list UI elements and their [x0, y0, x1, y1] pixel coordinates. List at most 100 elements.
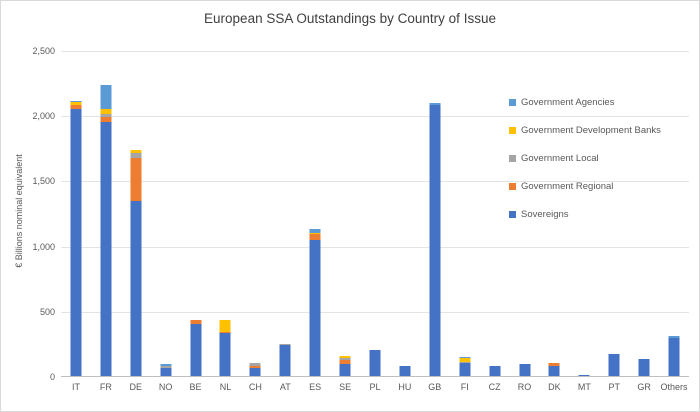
bar-segment-sovereigns	[638, 359, 650, 376]
bar-fr	[100, 85, 112, 376]
bar-segment-sovereigns	[578, 375, 590, 376]
bar-segment-government-regional	[190, 319, 202, 324]
bar-segment-government-local	[249, 363, 261, 366]
bar-segment-sovereigns	[279, 345, 291, 376]
bar-segment-sovereigns	[369, 349, 381, 376]
bar-segment-sovereigns	[548, 365, 560, 376]
bar-segment-sovereigns	[608, 353, 620, 376]
bar-segment-government-local	[279, 344, 291, 346]
legend-label: Government Local	[521, 153, 599, 164]
bar-segment-government-development-banks	[459, 358, 471, 363]
bar-segment-sovereigns	[399, 365, 411, 376]
x-tick-label: RO	[517, 382, 532, 392]
legend-label: Government Agencies	[521, 97, 615, 108]
bar-segment-government-agencies	[668, 336, 680, 339]
gridline	[61, 181, 689, 183]
y-tick-label: 500	[39, 306, 55, 317]
bar-others	[668, 336, 680, 376]
bar-segment-sovereigns	[70, 108, 82, 376]
y-axis-label: € Billions nominal equivalent	[14, 154, 24, 268]
bar-segment-government-development-banks	[100, 108, 112, 114]
bar-se	[339, 356, 351, 376]
bar-segment-government-regional	[70, 104, 82, 109]
chart-title: European SSA Outstandings by Country of …	[204, 11, 496, 26]
bar-segment-government-regional	[249, 365, 261, 369]
bar-segment-government-local	[100, 113, 112, 117]
bar-fi	[459, 357, 471, 376]
bar-it	[70, 100, 82, 376]
bar-segment-sovereigns	[429, 104, 441, 376]
x-tick-label: PL	[369, 382, 381, 392]
bar-es	[309, 228, 321, 376]
legend-item: Government Agencies	[509, 97, 661, 108]
bar-segment-government-agencies	[100, 85, 112, 109]
bar-segment-sovereigns	[459, 362, 471, 376]
bar-segment-government-development-banks	[130, 150, 142, 154]
legend-item: Government Local	[509, 153, 661, 164]
y-tick-label: 1,500	[32, 176, 55, 187]
x-tick-label: MT	[577, 382, 591, 392]
y-tick-label: 2,000	[32, 111, 55, 122]
bar-segment-government-regional	[548, 362, 560, 366]
bar-dk	[548, 362, 560, 376]
bar-segment-sovereigns	[249, 368, 261, 376]
bar-segment-government-regional	[219, 331, 231, 333]
legend-swatch-icon	[509, 211, 516, 218]
x-tick-label: CZ	[488, 382, 501, 392]
bar-cz	[489, 365, 501, 376]
x-tick-label: SE	[339, 382, 352, 392]
legend-item: Government Regional	[509, 181, 661, 192]
legend-swatch-icon	[509, 127, 516, 134]
bar-gb	[429, 103, 441, 376]
bar-segment-government-development-banks	[219, 319, 231, 332]
bar-segment-government-local	[160, 365, 172, 369]
bar-mt	[578, 375, 590, 376]
bar-segment-sovereigns	[160, 368, 172, 376]
bar-segment-government-local	[130, 153, 142, 159]
gridline	[61, 246, 689, 248]
bar-segment-government-regional	[339, 360, 351, 365]
gridline	[61, 116, 689, 118]
bar-segment-government-development-banks	[339, 356, 351, 359]
bar-segment-government-regional	[309, 233, 321, 241]
x-tick-label: CH	[248, 382, 262, 392]
bar-segment-government-local	[339, 358, 351, 361]
x-tick-label: AT	[279, 382, 291, 392]
bar-segment-sovereigns	[130, 201, 142, 376]
legend-label: Government Development Banks	[521, 125, 661, 136]
x-tick-label: Others	[660, 382, 688, 392]
plot-area: Government Agencies Government Developmen…	[32, 46, 689, 392]
chart-legend: Government Agencies Government Developmen…	[509, 97, 661, 220]
bar-pt	[608, 353, 620, 376]
bar-segment-sovereigns	[219, 332, 231, 376]
x-axis-line	[61, 376, 689, 377]
bar-segment-sovereigns	[668, 338, 680, 376]
x-tick-label: IT	[71, 382, 80, 392]
bar-segment-government-agencies	[70, 100, 82, 103]
bar-segment-government-agencies	[160, 364, 172, 366]
bar-segment-government-local	[459, 362, 471, 363]
x-tick-label: DE	[129, 382, 143, 392]
bar-segment-sovereigns	[309, 240, 321, 376]
bar-pl	[369, 349, 381, 376]
bar-be	[190, 319, 202, 376]
bar-no	[160, 364, 172, 376]
x-tick-label: GB	[428, 382, 442, 392]
bar-segment-sovereigns	[489, 365, 501, 376]
legend-label: Government Regional	[521, 181, 614, 192]
legend-swatch-icon	[509, 99, 516, 106]
bar-segment-government-agencies	[459, 357, 471, 359]
gridline	[61, 51, 689, 52]
bar-segment-government-development-banks	[70, 102, 82, 105]
legend-label: Sovereigns	[521, 209, 569, 220]
x-tick-label: NO	[158, 382, 173, 392]
x-tick-label: PT	[608, 382, 620, 392]
bar-segment-sovereigns	[339, 364, 351, 376]
y-tick-label: 2,500	[32, 46, 55, 56]
legend-item: Sovereigns	[509, 209, 661, 220]
legend-swatch-icon	[509, 155, 516, 162]
bar-nl	[219, 319, 231, 376]
x-tick-label: FI	[460, 382, 469, 392]
bar-segment-sovereigns	[190, 323, 202, 376]
